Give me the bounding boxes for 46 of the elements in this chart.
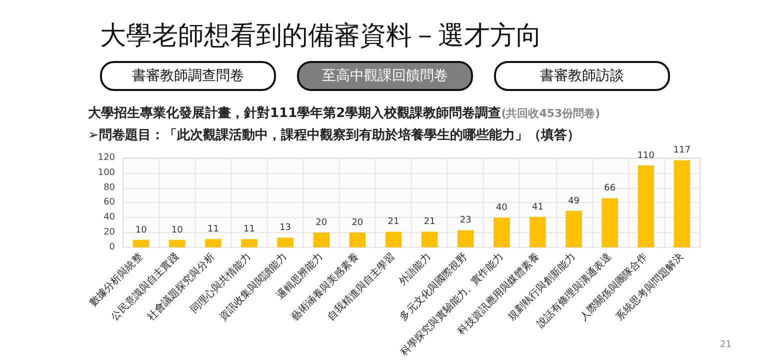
data-label: 11 — [207, 224, 219, 235]
bar — [457, 230, 474, 248]
y-tick-label: 120 — [98, 153, 116, 163]
bar — [385, 232, 402, 248]
bar — [313, 232, 330, 248]
data-label: 23 — [460, 216, 472, 226]
bar — [169, 240, 186, 248]
text: ➢問卷題目：「此次觀課活動中，課程中觀察到有助於培養學生的哪些能力」（填答） — [88, 126, 580, 144]
y-tick-label: 20 — [104, 227, 116, 238]
y-tick-label: 80 — [104, 182, 116, 193]
bar — [205, 239, 222, 248]
y-tick-label: 0 — [109, 242, 116, 252]
text: 21 — [720, 340, 732, 350]
y-tick-label: 60 — [104, 198, 116, 208]
data-label: 10 — [135, 225, 148, 236]
data-label: 117 — [673, 146, 691, 156]
data-label: 11 — [244, 224, 255, 235]
bar — [132, 240, 150, 248]
data-label: 20 — [352, 218, 364, 228]
bar — [602, 198, 618, 248]
data-label: 66 — [604, 184, 616, 194]
bar — [421, 232, 438, 248]
bar — [530, 216, 546, 248]
data-label: 13 — [280, 223, 292, 234]
text: (共回收453份問卷) — [501, 107, 600, 120]
data-label: 40 — [496, 203, 508, 214]
bar — [241, 239, 258, 248]
chart-title: 大學老師想看到的備審資料－選才方向 — [100, 20, 542, 53]
bar — [674, 160, 690, 248]
bar — [277, 238, 294, 248]
bar — [494, 218, 510, 248]
bar — [566, 210, 582, 248]
data-label: 21 — [388, 217, 400, 228]
data-label: 41 — [532, 202, 544, 212]
text: 至高中觀課回饋問卷 — [297, 61, 473, 91]
data-label: 10 — [171, 225, 184, 236]
y-tick-label: 100 — [98, 168, 116, 178]
data-label: 110 — [637, 150, 655, 161]
text: 書審教師訪談 — [494, 61, 670, 91]
y-tick-label: 40 — [104, 212, 116, 223]
data-label: 21 — [424, 217, 436, 228]
text: 書審教師調查問卷 — [100, 61, 276, 91]
data-label: 49 — [568, 196, 580, 206]
bar — [349, 232, 366, 248]
data-label: 20 — [316, 218, 328, 228]
bar — [638, 165, 654, 248]
